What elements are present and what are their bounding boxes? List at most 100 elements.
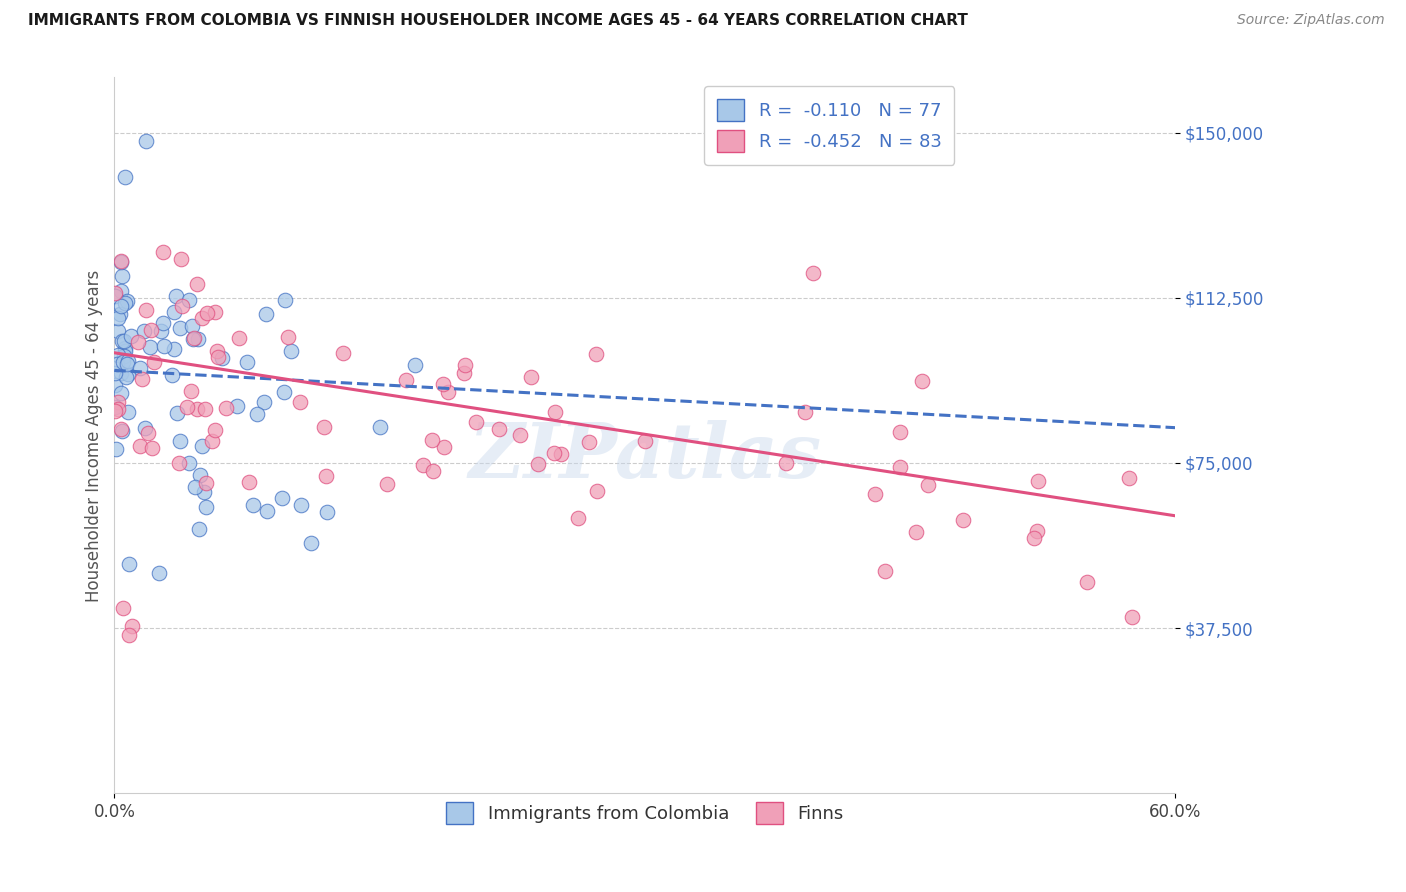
Point <box>110 299 132 313</box>
Point <box>112 334 135 348</box>
Point <box>904 524 927 539</box>
Point <box>135 134 157 148</box>
Point <box>110 366 132 380</box>
Point <box>875 564 897 578</box>
Point <box>136 425 159 440</box>
Point <box>111 269 134 284</box>
Point <box>117 293 139 308</box>
Point <box>290 498 312 512</box>
Point <box>312 420 335 434</box>
Point <box>110 422 132 436</box>
Point <box>183 480 205 494</box>
Point <box>114 341 136 355</box>
Point <box>181 332 204 346</box>
Point <box>236 355 259 369</box>
Point <box>578 434 600 449</box>
Point <box>1025 524 1047 539</box>
Point <box>453 366 475 380</box>
Point <box>543 405 565 419</box>
Point <box>117 628 139 642</box>
Point <box>112 601 135 615</box>
Point <box>273 384 295 399</box>
Point <box>107 395 129 409</box>
Point <box>107 357 129 371</box>
Point <box>422 465 444 479</box>
Point <box>204 305 226 319</box>
Point <box>187 333 209 347</box>
Point <box>586 483 609 498</box>
Point <box>163 342 186 356</box>
Point <box>183 330 205 344</box>
Point <box>129 361 152 376</box>
Point <box>280 343 302 358</box>
Point <box>127 335 149 350</box>
Point <box>114 169 136 184</box>
Point <box>114 343 136 358</box>
Point <box>165 288 187 302</box>
Point <box>131 372 153 386</box>
Point <box>228 331 250 345</box>
Point <box>135 302 157 317</box>
Point <box>111 334 134 349</box>
Point <box>204 423 226 437</box>
Point <box>114 295 136 310</box>
Point <box>207 350 229 364</box>
Point <box>117 354 139 368</box>
Point <box>152 316 174 330</box>
Point <box>246 408 269 422</box>
Point <box>117 357 139 371</box>
Point <box>188 522 211 536</box>
Point <box>120 328 142 343</box>
Point <box>1022 531 1045 545</box>
Point <box>332 346 354 360</box>
Point <box>153 339 176 353</box>
Point <box>215 401 238 415</box>
Point <box>117 558 139 572</box>
Point <box>105 442 128 457</box>
Point <box>169 321 191 335</box>
Point <box>205 343 228 358</box>
Point <box>104 401 127 415</box>
Point <box>299 536 322 550</box>
Point <box>152 245 174 260</box>
Point <box>176 401 198 415</box>
Point <box>375 477 398 491</box>
Point <box>180 384 202 399</box>
Point <box>195 306 218 320</box>
Point <box>226 399 249 413</box>
Y-axis label: Householder Income Ages 45 - 64 years: Householder Income Ages 45 - 64 years <box>86 269 103 601</box>
Point <box>128 439 150 453</box>
Point <box>801 267 824 281</box>
Point <box>104 377 127 392</box>
Point <box>238 475 260 489</box>
Point <box>107 348 129 362</box>
Point <box>454 358 477 372</box>
Point <box>395 373 418 387</box>
Point <box>952 513 974 527</box>
Point <box>134 421 156 435</box>
Point <box>112 349 135 363</box>
Point <box>437 384 460 399</box>
Point <box>520 370 543 384</box>
Point <box>271 491 294 505</box>
Point <box>104 403 127 417</box>
Point <box>141 441 163 455</box>
Point <box>163 304 186 318</box>
Point <box>794 405 817 419</box>
Point <box>121 619 143 633</box>
Point <box>148 566 170 580</box>
Point <box>254 307 277 321</box>
Point <box>277 329 299 343</box>
Point <box>169 434 191 448</box>
Point <box>138 340 160 354</box>
Point <box>863 487 886 501</box>
Point <box>104 366 127 380</box>
Point <box>104 285 127 300</box>
Point <box>634 434 657 448</box>
Point <box>108 307 131 321</box>
Point <box>111 355 134 369</box>
Point <box>543 446 565 460</box>
Point <box>111 424 134 438</box>
Point <box>242 499 264 513</box>
Point <box>191 311 214 326</box>
